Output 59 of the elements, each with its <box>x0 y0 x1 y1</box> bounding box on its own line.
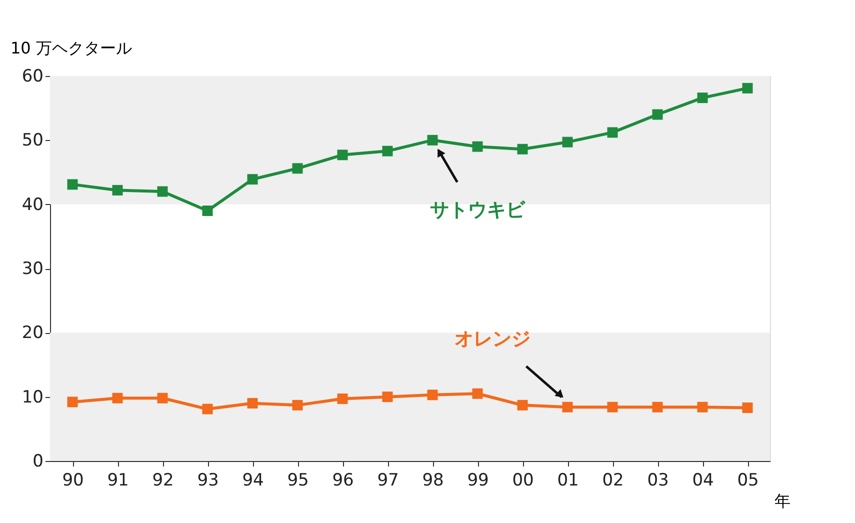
point <box>382 392 393 402</box>
x-tick-label: 99 <box>467 470 489 490</box>
x-tick-label: 98 <box>422 470 444 490</box>
point <box>247 174 258 185</box>
point <box>202 206 213 216</box>
point <box>472 141 483 152</box>
x-tick-label: 02 <box>602 470 624 490</box>
point <box>652 402 663 412</box>
x-tick-label: 97 <box>377 470 399 490</box>
x-tick-label: 94 <box>242 470 264 490</box>
point <box>472 388 483 399</box>
point <box>112 184 123 196</box>
point <box>742 82 753 94</box>
x-tick-label: 00 <box>512 470 534 490</box>
x-tick-label: 91 <box>107 470 129 490</box>
point <box>562 402 573 412</box>
x-tick-label: 93 <box>197 470 219 490</box>
point <box>742 402 753 413</box>
x-tick-label: 92 <box>152 470 174 490</box>
point <box>607 127 618 138</box>
x-tick-label: 90 <box>62 470 84 490</box>
point <box>427 134 438 146</box>
point <box>382 146 393 156</box>
point <box>337 150 348 160</box>
point <box>157 392 168 404</box>
y-axis-title: 10 万ヘクタール <box>10 38 132 58</box>
point <box>607 402 618 412</box>
y-tick-label: 40 <box>22 194 44 215</box>
y-tick-label: 60 <box>22 66 44 86</box>
x-tick-label: 96 <box>332 470 354 490</box>
y-tick-label: 0 <box>32 452 44 472</box>
y-tick-label: 50 <box>22 130 44 151</box>
point <box>697 92 708 104</box>
point <box>202 404 213 414</box>
point <box>427 390 438 400</box>
x-tick-label: 95 <box>287 470 309 490</box>
point <box>292 163 303 174</box>
y-tick-label: 30 <box>22 259 44 279</box>
x-tick-label: 05 <box>737 470 759 490</box>
y-tick-label: 10 <box>22 387 44 408</box>
x-tick-label: 01 <box>557 470 579 490</box>
point <box>562 136 573 148</box>
point <box>697 402 708 412</box>
point <box>157 186 168 197</box>
point <box>337 394 348 404</box>
point <box>67 396 78 408</box>
x-tick-label: 04 <box>692 470 714 490</box>
y-tick-label: 20 <box>22 323 44 344</box>
point <box>652 109 663 120</box>
x-axis-title: 年 <box>774 492 790 510</box>
point <box>517 144 528 154</box>
point <box>292 400 303 410</box>
point <box>247 398 258 408</box>
text: サトウキビ <box>430 199 526 222</box>
point <box>67 179 78 190</box>
point <box>112 392 123 404</box>
text: オレンジ <box>454 328 530 350</box>
x-tick-label: 03 <box>647 470 669 490</box>
point <box>517 400 528 410</box>
